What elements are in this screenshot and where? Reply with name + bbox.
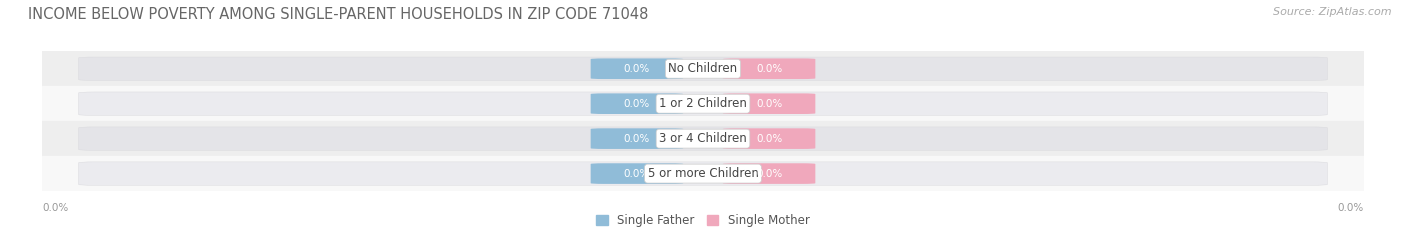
Text: 0.0%: 0.0% [1337, 203, 1364, 213]
FancyBboxPatch shape [79, 162, 1327, 185]
Text: Source: ZipAtlas.com: Source: ZipAtlas.com [1274, 7, 1392, 17]
Text: 0.0%: 0.0% [624, 99, 650, 109]
Text: 0.0%: 0.0% [624, 134, 650, 144]
Text: 0.0%: 0.0% [756, 64, 782, 74]
FancyBboxPatch shape [79, 92, 1327, 115]
FancyBboxPatch shape [591, 93, 683, 114]
FancyBboxPatch shape [723, 58, 815, 79]
Text: 3 or 4 Children: 3 or 4 Children [659, 132, 747, 145]
FancyBboxPatch shape [591, 58, 683, 79]
Text: 5 or more Children: 5 or more Children [648, 167, 758, 180]
Bar [42, 86, 1364, 121]
FancyBboxPatch shape [723, 163, 815, 184]
Legend: Single Father, Single Mother: Single Father, Single Mother [596, 214, 810, 227]
FancyBboxPatch shape [591, 163, 683, 184]
Bar [42, 156, 1364, 191]
Text: 0.0%: 0.0% [624, 64, 650, 74]
FancyBboxPatch shape [79, 127, 1327, 150]
Text: 0.0%: 0.0% [756, 169, 782, 178]
FancyBboxPatch shape [723, 128, 815, 149]
Bar [42, 121, 1364, 156]
Text: 0.0%: 0.0% [42, 203, 69, 213]
Bar [42, 51, 1364, 86]
Text: 0.0%: 0.0% [756, 134, 782, 144]
Text: INCOME BELOW POVERTY AMONG SINGLE-PARENT HOUSEHOLDS IN ZIP CODE 71048: INCOME BELOW POVERTY AMONG SINGLE-PARENT… [28, 7, 648, 22]
Text: 0.0%: 0.0% [756, 99, 782, 109]
FancyBboxPatch shape [591, 128, 683, 149]
Text: 1 or 2 Children: 1 or 2 Children [659, 97, 747, 110]
FancyBboxPatch shape [79, 57, 1327, 80]
Text: 0.0%: 0.0% [624, 169, 650, 178]
FancyBboxPatch shape [723, 93, 815, 114]
Text: No Children: No Children [668, 62, 738, 75]
